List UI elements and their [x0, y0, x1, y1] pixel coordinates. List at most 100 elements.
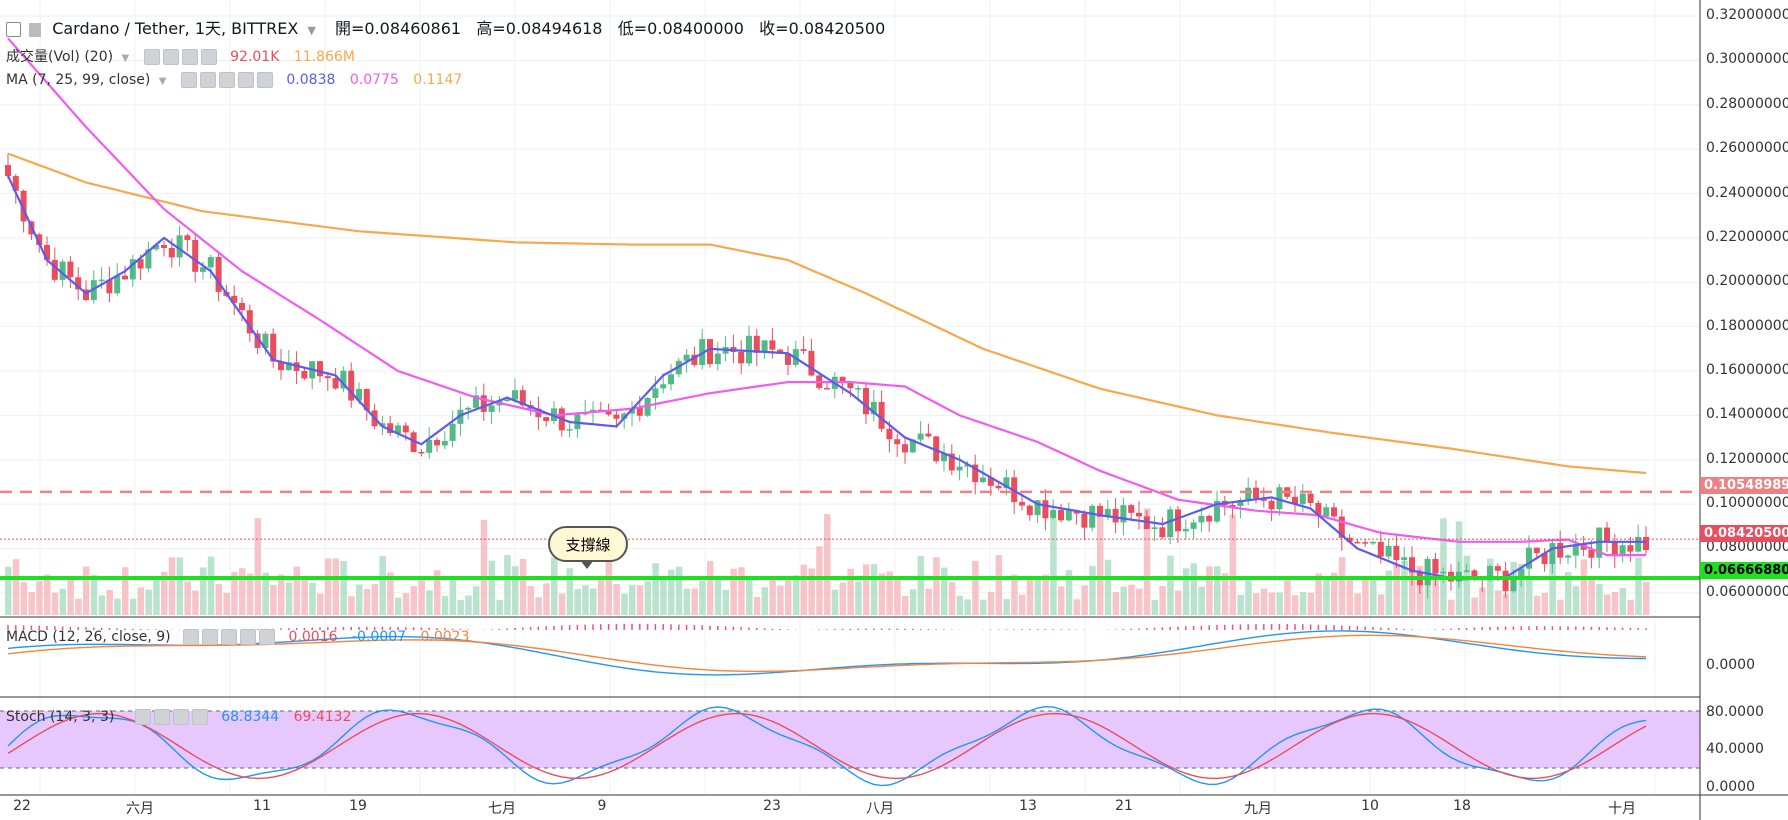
- volume-bar: [90, 575, 98, 615]
- plus-icon[interactable]: [181, 49, 198, 65]
- macd-legend[interactable]: MACD (12, 26, close, 9) 0.0016 -0.0007 0…: [6, 629, 470, 645]
- volume-bar: [473, 586, 480, 615]
- ma-legend[interactable]: MA (7, 25, 99, close) ▼ 0.0838 0.0775 0.…: [6, 72, 462, 88]
- volume-bar: [410, 586, 418, 615]
- candle-body: [1385, 545, 1392, 557]
- code-icon[interactable]: [221, 629, 238, 645]
- volume-bar: [980, 599, 987, 615]
- price-tick-label: 0.14000000: [1706, 406, 1788, 423]
- candle-body: [1611, 541, 1618, 557]
- candle-body: [941, 453, 947, 462]
- volume-bar: [83, 566, 90, 615]
- time-tick-label: 11: [253, 798, 271, 814]
- close-icon[interactable]: [191, 709, 208, 725]
- candle-body: [332, 378, 339, 389]
- volume-bar: [1362, 576, 1369, 615]
- volume-bars: [5, 508, 1650, 615]
- candle-body: [395, 425, 401, 434]
- symbol-title[interactable]: Cardano / Tether, 1天, BITTREX: [52, 19, 299, 38]
- volume-bar: [660, 576, 667, 615]
- chevron-down-icon[interactable]: ▼: [158, 76, 167, 87]
- support-line-callout[interactable]: 支撐線: [548, 526, 628, 569]
- gear-icon[interactable]: [199, 72, 216, 88]
- candle-body: [44, 244, 50, 260]
- candle-body: [441, 440, 448, 446]
- volume-bar: [36, 581, 43, 615]
- volume-bar: [1042, 574, 1049, 615]
- chevron-down-icon[interactable]: ▼: [307, 24, 316, 37]
- volume-bar: [12, 559, 20, 615]
- gear-icon[interactable]: [162, 49, 179, 65]
- candle-body: [925, 433, 932, 437]
- price-tick-label: 0.32000000: [1706, 7, 1788, 24]
- close-icon[interactable]: [259, 629, 276, 645]
- price-tick-label: 0.22000000: [1706, 228, 1788, 245]
- stoch-pane: [0, 696, 1700, 787]
- volume-bar: [51, 592, 59, 615]
- gear-icon[interactable]: [153, 709, 170, 725]
- candle-body: [652, 388, 659, 398]
- volume-bar: [387, 572, 394, 615]
- candle-body: [12, 176, 19, 191]
- macd-value: -0.0007: [352, 629, 407, 645]
- volume-legend[interactable]: 成交量(Vol) (20) ▼ 92.01K 11.866M: [6, 46, 355, 66]
- candle-body: [933, 436, 940, 462]
- volume-bar: [1136, 588, 1143, 615]
- volume-bar: [363, 589, 371, 615]
- stoch-axis-label-80: 80.0000: [1706, 704, 1764, 720]
- candle-body: [231, 295, 238, 303]
- plus-icon[interactable]: [172, 709, 189, 725]
- candle-body: [129, 259, 136, 280]
- candle-body: [1237, 499, 1244, 507]
- candle-body: [1354, 541, 1361, 544]
- volume-bar: [847, 568, 854, 615]
- volume-bar: [699, 580, 706, 615]
- volume-bar: [1572, 586, 1580, 615]
- ohlc-open: 開=0.08460861: [334, 19, 462, 38]
- stoch-legend[interactable]: Stoch (14, 3, 3) 68.8344 69.4132: [6, 709, 352, 725]
- time-tick-label: 10: [1361, 798, 1379, 814]
- plus-icon[interactable]: [240, 629, 257, 645]
- candle-body: [1401, 557, 1408, 561]
- time-tick-label: 18: [1453, 798, 1471, 814]
- candle-body: [1229, 505, 1236, 507]
- volume-bar: [605, 557, 613, 615]
- candle-body: [426, 439, 433, 453]
- candle-body: [1112, 508, 1119, 523]
- candle-body: [285, 362, 292, 371]
- volume-bar: [1557, 599, 1564, 615]
- volume-bar: [558, 593, 566, 615]
- volume-bar: [1151, 599, 1159, 615]
- candle-body: [192, 239, 199, 272]
- stoch-d-value: 69.4132: [293, 709, 352, 725]
- close-icon[interactable]: [256, 72, 273, 88]
- collapse-icon[interactable]: [6, 22, 21, 37]
- flag-icon[interactable]: [29, 22, 42, 37]
- volume-bar: [1120, 586, 1127, 615]
- price-tick-label: 0.26000000: [1706, 140, 1788, 157]
- eye-icon[interactable]: [180, 72, 197, 88]
- volume-bar: [1284, 578, 1291, 615]
- volume-bar: [824, 514, 831, 615]
- code-icon[interactable]: [218, 72, 235, 88]
- volume-bar: [114, 598, 121, 615]
- stoch-d-line: [7, 712, 1647, 780]
- close-icon[interactable]: [200, 49, 217, 65]
- candle-body: [1081, 513, 1088, 528]
- candle-body: [5, 165, 11, 177]
- candle-body: [1198, 515, 1205, 523]
- eye-icon[interactable]: [134, 709, 151, 725]
- volume-bar: [863, 564, 870, 615]
- candle-body: [1050, 509, 1057, 519]
- candle-body: [1026, 505, 1033, 516]
- eye-icon[interactable]: [143, 49, 160, 65]
- volume-bar: [1229, 514, 1237, 615]
- chevron-down-icon[interactable]: ▼: [121, 53, 130, 64]
- candle-body: [512, 390, 518, 400]
- eye-icon[interactable]: [183, 629, 200, 645]
- gear-icon[interactable]: [202, 629, 219, 645]
- plus-icon[interactable]: [237, 72, 254, 88]
- candle-body: [434, 439, 440, 446]
- volume-bar: [738, 567, 745, 615]
